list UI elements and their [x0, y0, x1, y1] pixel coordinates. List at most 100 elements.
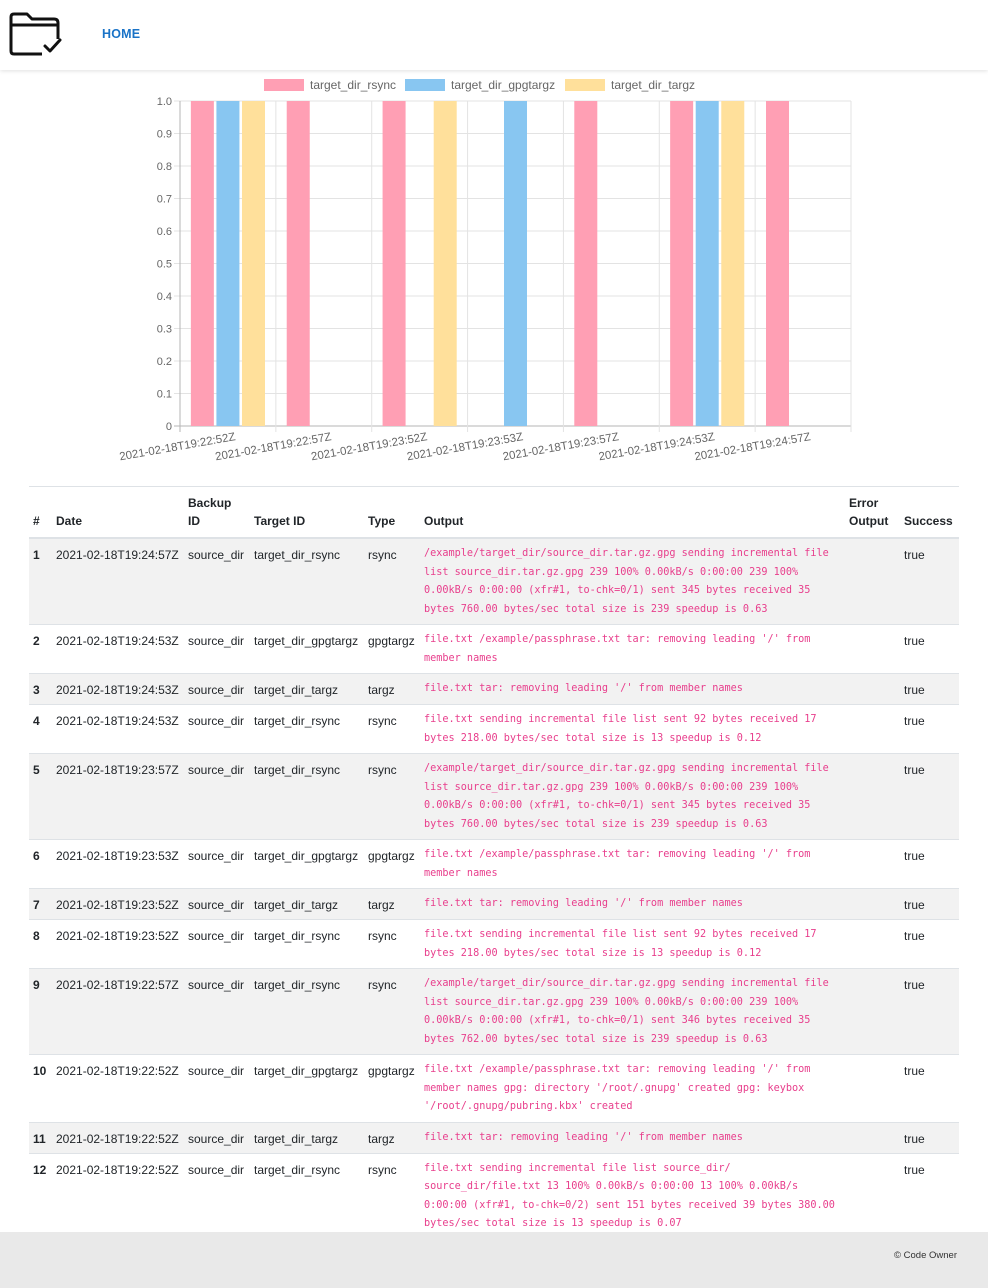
- table-row: 1 2021-02-18T19:24:57Z source_dir target_di…: [29, 537, 959, 625]
- row-target-id: target_dir_rsync: [250, 919, 364, 969]
- bar-target_dir_rsync: [574, 101, 598, 426]
- row-output: /example/target_dir/source_dir.tar.gz.gp…: [420, 537, 845, 625]
- col-header-type: Type: [364, 486, 420, 539]
- y-tick-label: 0.2: [157, 356, 172, 368]
- row-backup-id: source_dir: [184, 753, 250, 840]
- row-date: 2021-02-18T19:24:53Z: [52, 624, 184, 674]
- row-output: /example/target_dir/source_dir.tar.gz.gp…: [420, 753, 845, 840]
- row-output: file.txt tar: removing leading '/' from …: [420, 1121, 845, 1153]
- row-num: 2: [29, 624, 52, 674]
- backup-chart: 0 0.1 0.2 0.3 0.4 0.5 0.6 0.7 0.8 0.9 1.0 2021-02-1…: [0, 70, 988, 480]
- table-row: 7 2021-02-18T19:23:52Z source_dir target_di…: [29, 888, 959, 920]
- row-num: 12: [29, 1152, 52, 1239]
- row-success: true: [900, 673, 959, 705]
- backup-table: # Date Backup ID Target ID Type Output E…: [29, 486, 959, 1239]
- col-header-date: Date: [52, 486, 184, 539]
- row-type: gpgtargz: [364, 1054, 420, 1122]
- navbar: HOME: [0, 0, 988, 70]
- bar-target_dir_targz: [241, 101, 265, 426]
- col-header-success: Success: [900, 486, 959, 539]
- row-type: targz: [364, 673, 420, 705]
- legend-swatch: [405, 79, 445, 91]
- col-header-num: #: [29, 486, 52, 539]
- row-error-output: [845, 839, 900, 889]
- row-date: 2021-02-18T19:24:53Z: [52, 704, 184, 754]
- y-tick-label: 0.6: [157, 226, 172, 238]
- folder-check-icon[interactable]: [8, 11, 64, 57]
- y-tick-label: 0.5: [157, 259, 172, 271]
- row-output: file.txt /example/passphrase.txt tar: re…: [420, 839, 845, 889]
- row-backup-id: source_dir: [184, 537, 250, 625]
- row-success: true: [900, 624, 959, 674]
- row-date: 2021-02-18T19:23:57Z: [52, 753, 184, 840]
- backup-table-container: # Date Backup ID Target ID Type Output E…: [29, 486, 959, 1239]
- bar-target_dir_rsync: [286, 101, 310, 426]
- row-target-id: target_dir_gpgtargz: [250, 839, 364, 889]
- row-success: true: [900, 888, 959, 920]
- row-success: true: [900, 1054, 959, 1122]
- row-output: /example/target_dir/source_dir.tar.gz.gp…: [420, 968, 845, 1055]
- legend-label: target_dir_gpgtargz: [451, 78, 555, 92]
- row-error-output: [845, 1121, 900, 1153]
- row-output: file.txt sending incremental file list s…: [420, 704, 845, 754]
- bar-target_dir_rsync: [190, 101, 214, 426]
- y-tick-label: 0.3: [157, 324, 172, 336]
- col-header-error-output: Error Output: [845, 486, 900, 539]
- row-num: 1: [29, 537, 52, 625]
- legend-swatch: [565, 79, 605, 91]
- table-row: 4 2021-02-18T19:24:53Z source_dir target_di…: [29, 704, 959, 754]
- row-num: 3: [29, 673, 52, 705]
- row-date: 2021-02-18T19:22:52Z: [52, 1121, 184, 1153]
- row-backup-id: source_dir: [184, 673, 250, 705]
- col-header-backup-id: Backup ID: [184, 486, 250, 539]
- col-header-output: Output: [420, 486, 845, 539]
- row-error-output: [845, 888, 900, 920]
- copyright-text: © Code Owner: [894, 1250, 957, 1261]
- row-target-id: target_dir_rsync: [250, 1152, 364, 1239]
- row-output: file.txt /example/passphrase.txt tar: re…: [420, 1054, 845, 1122]
- row-success: true: [900, 919, 959, 969]
- row-date: 2021-02-18T19:22:52Z: [52, 1054, 184, 1122]
- y-tick-label: 1.0: [157, 96, 172, 108]
- col-header-target-id: Target ID: [250, 486, 364, 539]
- row-type: rsync: [364, 1152, 420, 1239]
- row-backup-id: source_dir: [184, 968, 250, 1055]
- table-body: 1 2021-02-18T19:24:57Z source_dir target_di…: [29, 537, 959, 1239]
- row-error-output: [845, 1152, 900, 1239]
- y-tick-label: 0.1: [157, 389, 172, 401]
- row-target-id: target_dir_targz: [250, 673, 364, 705]
- legend-swatch: [264, 79, 304, 91]
- row-num: 5: [29, 753, 52, 840]
- row-backup-id: source_dir: [184, 839, 250, 889]
- row-num: 7: [29, 888, 52, 920]
- row-type: rsync: [364, 753, 420, 840]
- row-num: 6: [29, 839, 52, 889]
- row-type: targz: [364, 888, 420, 920]
- table-row: 11 2021-02-18T19:22:52Z source_dir target_d…: [29, 1121, 959, 1153]
- row-backup-id: source_dir: [184, 919, 250, 969]
- row-error-output: [845, 919, 900, 969]
- table-row: 10 2021-02-18T19:22:52Z source_dir target_d…: [29, 1054, 959, 1122]
- y-tick-label: 0.8: [157, 161, 172, 173]
- table-row: 8 2021-02-18T19:23:52Z source_dir target_di…: [29, 919, 959, 969]
- row-error-output: [845, 673, 900, 705]
- bar-target_dir_targz: [433, 101, 457, 426]
- row-success: true: [900, 1121, 959, 1153]
- row-backup-id: source_dir: [184, 1054, 250, 1122]
- row-error-output: [845, 624, 900, 674]
- row-backup-id: source_dir: [184, 704, 250, 754]
- row-target-id: target_dir_targz: [250, 888, 364, 920]
- bar-target_dir_targz: [721, 101, 745, 426]
- row-type: gpgtargz: [364, 624, 420, 674]
- row-target-id: target_dir_rsync: [250, 968, 364, 1055]
- row-output: file.txt sending incremental file list s…: [420, 1152, 845, 1239]
- row-error-output: [845, 537, 900, 625]
- bar-target_dir_rsync: [766, 101, 790, 426]
- row-type: rsync: [364, 919, 420, 969]
- row-success: true: [900, 968, 959, 1055]
- row-num: 9: [29, 968, 52, 1055]
- y-tick-label: 0: [166, 421, 172, 433]
- row-target-id: target_dir_rsync: [250, 704, 364, 754]
- nav-home-link[interactable]: HOME: [102, 27, 141, 41]
- y-tick-label: 0.4: [157, 291, 172, 303]
